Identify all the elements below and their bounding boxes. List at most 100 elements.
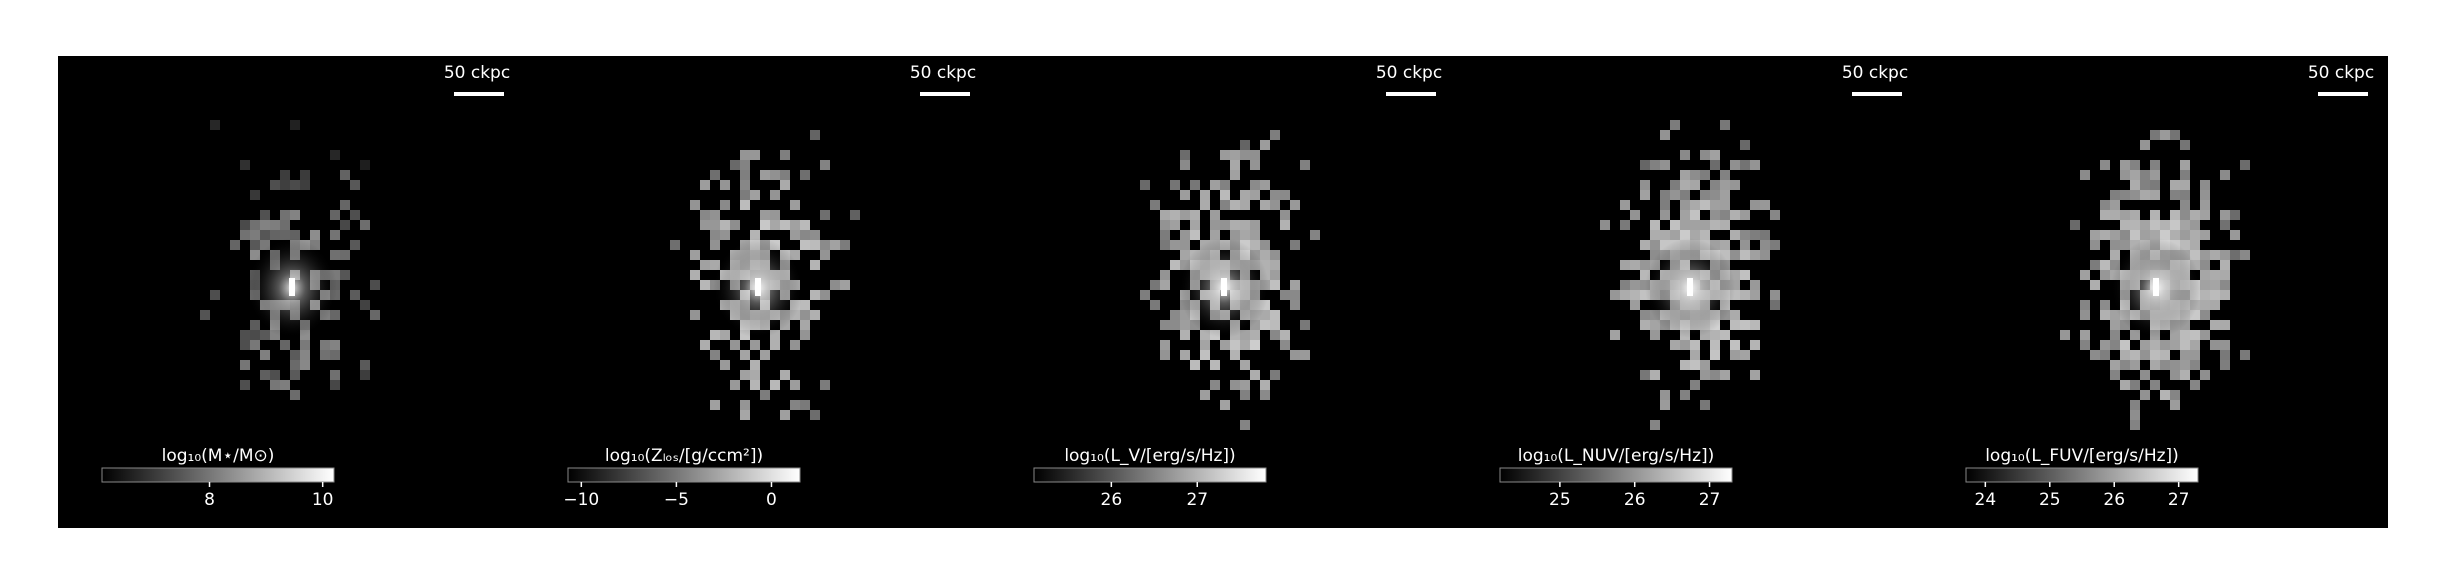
scale-bar-label: 50 ckpc [910,63,976,83]
image-pixel [1670,180,1680,190]
image-pixel [260,330,270,340]
image-pixel [1680,390,1690,400]
image-pixel [1710,370,1720,380]
image-pixel [1770,210,1780,220]
image-pixel [1640,320,1650,330]
image-pixel [1650,370,1660,380]
image-pixel [1630,280,1640,290]
image-pixel [1220,180,1230,190]
image-pixel [240,160,250,170]
image-pixel [1270,270,1280,280]
image-pixel [1740,350,1750,360]
image-pixel [2220,340,2230,350]
image-pixel [2150,190,2160,200]
image-pixel [1750,290,1760,300]
image-pixel [1160,270,1170,280]
image-pixel [2150,170,2160,180]
image-pixel [820,290,830,300]
image-pixel [2180,170,2190,180]
scale-bar [2318,92,2368,96]
image-pixel [2060,330,2070,340]
colorbar-tick-label: 26 [1101,490,1123,510]
image-pixel [1230,350,1240,360]
image-pixel [1730,160,1740,170]
image-pixel [1750,320,1760,330]
image-pixel [300,360,310,370]
image-pixel [2090,240,2100,250]
image-pixel [700,210,710,220]
image-pixel [1690,360,1700,370]
image-pixel [760,210,770,220]
image-pixel [2170,130,2180,140]
image-pixel [1230,220,1240,230]
image-pixel [270,330,280,340]
image-pixel [1710,240,1720,250]
image-pixel [1610,330,1620,340]
image-pixel [2110,310,2120,320]
image-pixel [720,230,730,240]
image-pixel [1180,190,1190,200]
image-pixel [810,240,820,250]
image-pixel [1290,240,1300,250]
image-pixel [1160,210,1170,220]
image-pixel [2150,230,2160,240]
image-pixel [790,400,800,410]
image-pixel [2220,260,2230,270]
image-pixel [2230,210,2240,220]
image-pixel [330,230,340,240]
image-pixel [2210,300,2220,310]
image-pixel [770,190,780,200]
image-pixel [1250,340,1260,350]
image-pixel [2110,230,2120,240]
image-pixel [2130,400,2140,410]
image-pixel [1240,390,1250,400]
image-pixel [290,370,300,380]
image-pixel [2090,350,2100,360]
image-pixel [2230,250,2240,260]
image-pixel [1160,220,1170,230]
image-pixel [720,220,730,230]
image-pixel [1730,320,1740,330]
image-pixel [800,330,810,340]
image-pixel [200,310,210,320]
image-pixel [1150,300,1160,310]
image-pixel [2170,340,2180,350]
image-pixel [1770,300,1780,310]
image-pixel [1690,350,1700,360]
image-pixel [2090,260,2100,270]
image-pixel [2190,230,2200,240]
image-pixel [280,170,290,180]
image-pixel [280,380,290,390]
image-pixel [2110,340,2120,350]
image-pixel [2100,210,2110,220]
image-pixel [1700,360,1710,370]
image-pixel [1180,310,1190,320]
image-pixel [340,200,350,210]
image-pixel [1260,380,1270,390]
image-pixel [2190,330,2200,340]
image-pixel [1220,340,1230,350]
image-pixel [2190,340,2200,350]
image-pixel [1740,210,1750,220]
image-pixel [250,230,260,240]
image-pixel [1160,280,1170,290]
image-pixel [2140,340,2150,350]
image-pixel [250,240,260,250]
image-pixel [370,310,380,320]
image-pixel [340,250,350,260]
image-pixel [1290,290,1300,300]
image-pixel [2170,400,2180,410]
image-pixel [1170,220,1180,230]
image-pixel [740,370,750,380]
image-pixel [1220,150,1230,160]
image-pixel [710,350,720,360]
image-pixel [2180,200,2190,210]
image-pixel [2170,230,2180,240]
image-pixel [1210,220,1220,230]
image-pixel [1610,290,1620,300]
image-pixel [840,280,850,290]
image-pixel [2110,250,2120,260]
scale-bar [454,92,504,96]
image-pixel [1210,380,1220,390]
image-pixel [1620,200,1630,210]
